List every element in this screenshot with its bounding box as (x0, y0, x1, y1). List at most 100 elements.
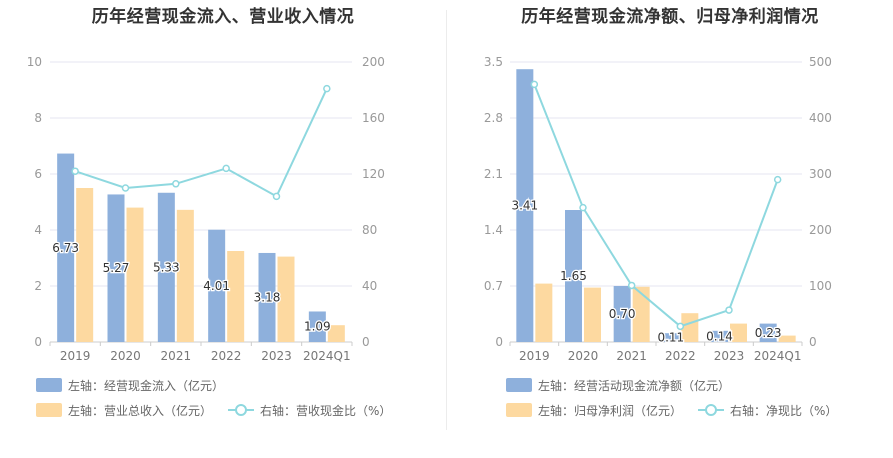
legend-item-netcash-ratio[interactable]: 右轴：净现比（%） (698, 402, 837, 419)
bar (258, 252, 276, 342)
y-right-tick-label: 100 (809, 279, 832, 293)
bar-data-label: 6.73 (52, 241, 79, 255)
legend-item-revenue[interactable]: 左轴：营业总收入（亿元） (36, 402, 212, 419)
line-point (222, 164, 230, 173)
x-tick-label: 2023 (261, 349, 292, 363)
y-left-tick-label: 2.1 (484, 167, 503, 181)
bar (107, 194, 125, 342)
y-right-tick-label: 200 (362, 55, 385, 69)
y-right-tick-label: 400 (809, 111, 832, 125)
legend-item-netcash[interactable]: 左轴：经营活动现金流净额（亿元） (506, 377, 730, 394)
y-left-tick-label: 1.4 (484, 223, 503, 237)
legend-label: 左轴：归母净利润（亿元） (538, 403, 683, 418)
legend-row: 左轴：经营活动现金流净额（亿元） (506, 376, 746, 394)
bar (535, 283, 553, 342)
legend-swatch (506, 378, 532, 392)
bar-data-label: 3.18 (254, 290, 281, 304)
panel-divider (446, 10, 447, 430)
bar (730, 323, 747, 342)
bar (565, 210, 582, 342)
bar (227, 251, 245, 342)
legend-swatch (506, 403, 532, 417)
y-left-tick-label: 4 (34, 223, 42, 237)
legend-label: 左轴：营业总收入（亿元） (68, 403, 213, 418)
line-point (579, 203, 587, 212)
bar-data-label: 5.27 (103, 261, 130, 275)
bar (613, 286, 631, 342)
legend-swatch-line (698, 403, 725, 417)
y-right-tick-label: 300 (809, 167, 832, 181)
bar-data-label: 4.01 (203, 279, 230, 293)
line-point (323, 84, 331, 93)
bar (126, 207, 144, 342)
legend-label: 右轴：营收现金比（%） (260, 403, 392, 418)
chart-plot: 0 0 2 40 4 80 6 120 8 160 10 200 2019 2020 2021 2022 202… (27, 55, 385, 363)
x-tick-label: 2023 (714, 349, 745, 363)
bar (778, 335, 796, 342)
line-point (272, 192, 281, 201)
bar (176, 209, 194, 342)
x-tick-label: 2019 (60, 349, 91, 363)
legend-item-profit[interactable]: 左轴：归母净利润（亿元） (506, 402, 682, 419)
x-tick-label: 2021 (616, 349, 647, 363)
y-left-tick-label: 0 (34, 335, 42, 349)
x-tick-label: 2020 (110, 349, 141, 363)
chart-panel-cashflow-revenue: 历年经营现金流入、营业收入情况 0 0 2 40 4 80 6 120 8 160 10 200 201… (0, 0, 446, 458)
bar (759, 323, 777, 342)
bar (208, 229, 226, 342)
legend-row: 左轴：经营现金流入（亿元） (36, 376, 240, 394)
line-point (121, 184, 130, 192)
line-point (676, 322, 685, 331)
x-tick-label: 2020 (568, 349, 599, 363)
chart-plot: 0 0 0.7 100 1.4 200 2.1 300 2.8 400 3.5 500 2019 2020… (484, 55, 832, 363)
bar-data-label: 3.41 (511, 199, 538, 213)
bar (711, 330, 728, 342)
y-left-tick-label: 0.7 (484, 279, 503, 293)
line-point (627, 281, 636, 290)
bar-data-label: 5.33 (153, 260, 180, 274)
x-tick-label: 2024Q1 (303, 349, 351, 363)
y-left-tick-label: 8 (34, 111, 42, 125)
y-right-tick-label: 80 (362, 223, 377, 237)
y-left-tick-label: 3.5 (484, 55, 503, 69)
bar (327, 325, 345, 342)
legend-row: 左轴：营业总收入（亿元） 右轴：营收现金比（%） (36, 401, 407, 419)
y-right-tick-label: 200 (809, 223, 832, 237)
x-tick-label: 2019 (519, 349, 550, 363)
legend-item-inflow[interactable]: 左轴：经营现金流入（亿元） (36, 377, 224, 394)
bar (57, 153, 75, 342)
y-left-tick-label: 10 (27, 55, 42, 69)
line-point (725, 306, 733, 314)
x-tick-label: 2022 (665, 349, 696, 363)
legend-swatch (36, 378, 62, 392)
bar-data-label: 1.65 (560, 269, 587, 283)
bar (277, 256, 295, 342)
bar (308, 311, 326, 342)
bar (516, 69, 534, 342)
legend-item-ratio[interactable]: 右轴：营收现金比（%） (228, 402, 391, 419)
y-right-tick-label: 160 (362, 111, 385, 125)
bar (584, 287, 601, 342)
line-point (773, 175, 782, 184)
y-right-tick-label: 500 (809, 55, 832, 69)
y-right-tick-label: 40 (362, 279, 377, 293)
y-left-tick-label: 0 (495, 335, 503, 349)
y-right-tick-label: 0 (809, 335, 817, 349)
bar (632, 286, 650, 342)
bar-data-label: 0.11 (657, 331, 684, 345)
bar-data-label: 0.14 (706, 329, 733, 343)
line-point (172, 180, 180, 188)
bar (157, 192, 175, 342)
y-left-tick-label: 6 (34, 167, 42, 181)
chart-panel-netcash-profit: 历年经营现金流净额、归母净利润情况 0 0 0.7 100 1.4 200 2.1 300 2.… (447, 0, 893, 458)
legend-label: 右轴：净现比（%） (730, 403, 838, 418)
legend-row: 左轴：归母净利润（亿元） 右轴：净现比（%） (506, 401, 853, 419)
y-right-tick-label: 120 (362, 167, 385, 181)
y-right-tick-label: 0 (362, 335, 370, 349)
legend-label: 左轴：经营活动现金流净额（亿元） (538, 378, 731, 393)
series-line (533, 84, 779, 328)
legend-swatch-line (228, 403, 255, 417)
y-left-tick-label: 2 (34, 279, 42, 293)
legend-swatch (36, 403, 62, 417)
series-line (74, 88, 328, 198)
